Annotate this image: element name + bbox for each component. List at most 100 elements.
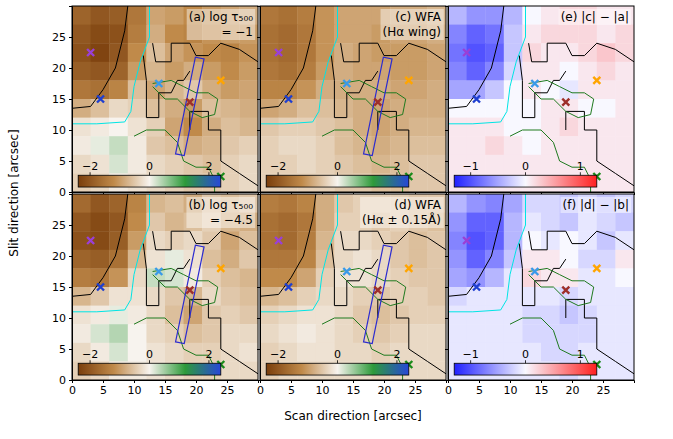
x-tick: 5 <box>476 380 483 397</box>
y-tick-mark <box>257 37 260 38</box>
cell <box>504 155 523 174</box>
contour <box>448 6 526 124</box>
cell <box>239 155 258 174</box>
cell <box>485 268 504 287</box>
y-tick-mark <box>69 99 72 100</box>
cell <box>353 287 372 306</box>
cell <box>448 136 467 155</box>
cell <box>597 173 616 192</box>
cell <box>165 25 184 44</box>
cell <box>504 118 523 137</box>
panel-title-line: = −1 <box>221 25 253 39</box>
cell <box>72 231 91 250</box>
x-tick-label: 0 <box>257 384 264 397</box>
cell <box>165 80 184 99</box>
y-tick: 0 <box>59 374 72 387</box>
x-tick-label: 10 <box>128 384 142 397</box>
marker <box>343 268 350 275</box>
cell <box>578 118 597 137</box>
y-axis: 0510152025 <box>52 195 73 388</box>
y-tick: 10 <box>52 124 72 137</box>
cell <box>146 250 165 269</box>
cell <box>239 306 258 325</box>
x-tick-mark <box>322 380 323 383</box>
y-axis: 0510152025 <box>52 7 73 200</box>
cell <box>541 99 560 118</box>
cell <box>184 80 203 99</box>
cell <box>334 287 353 306</box>
y-tick-mark <box>69 349 72 350</box>
cell <box>448 194 467 213</box>
cell <box>560 80 579 99</box>
contour <box>153 80 218 117</box>
cell <box>334 99 353 118</box>
cell <box>146 62 165 81</box>
cell <box>239 80 258 99</box>
cell <box>165 250 184 269</box>
cell <box>560 306 579 325</box>
contour <box>260 194 316 296</box>
cell <box>221 99 240 118</box>
marker <box>285 96 292 103</box>
y-tick <box>445 37 448 38</box>
cell <box>504 324 523 343</box>
axis-line <box>69 195 73 381</box>
y-tick: 20 <box>52 250 72 263</box>
cell <box>390 118 409 137</box>
cell <box>448 324 467 343</box>
cell <box>485 155 504 174</box>
cell <box>522 118 541 137</box>
x-tick-label: 10 <box>316 384 330 397</box>
cell <box>297 343 316 362</box>
cell <box>128 80 147 99</box>
cell <box>334 62 353 81</box>
x-tick-mark <box>572 380 573 383</box>
cell <box>109 343 128 362</box>
cell <box>390 136 409 155</box>
colorbar <box>78 175 221 187</box>
contour <box>378 299 446 373</box>
cell <box>165 155 184 174</box>
contour <box>72 194 150 312</box>
cell <box>109 62 128 81</box>
cell <box>221 324 240 343</box>
slit-box <box>176 245 205 343</box>
cell <box>279 250 298 269</box>
cell <box>522 287 541 306</box>
cell <box>239 287 258 306</box>
x-tick-mark <box>103 380 104 383</box>
cell <box>72 118 91 137</box>
x-tick-label: 20 <box>378 384 392 397</box>
cell <box>485 287 504 306</box>
cell <box>448 118 467 137</box>
panel-frame <box>72 194 258 380</box>
axis-line <box>257 7 261 193</box>
cell <box>91 6 110 25</box>
y-tick <box>445 256 448 257</box>
cell <box>615 136 634 155</box>
cell <box>221 306 240 325</box>
cell <box>239 250 258 269</box>
cell <box>578 324 597 343</box>
contour <box>72 6 150 124</box>
cell <box>390 155 409 174</box>
cell <box>165 343 184 362</box>
y-tick-mark <box>445 68 448 69</box>
cell <box>297 231 316 250</box>
contour <box>260 6 338 124</box>
cell <box>316 268 335 287</box>
cell <box>409 343 428 362</box>
cell <box>372 268 391 287</box>
cell <box>146 343 165 362</box>
panel-title-line: (b) log τ₅₀₀ <box>188 198 253 212</box>
colorbar-tick-label: 0 <box>522 160 529 173</box>
x-tick-mark <box>603 380 604 383</box>
y-tick-mark <box>445 130 448 131</box>
cell <box>260 136 279 155</box>
cell <box>541 6 560 25</box>
y-tick-mark <box>69 161 72 162</box>
y-tick <box>445 349 448 350</box>
panel-title-line: (e) |c| − |a| <box>561 10 629 24</box>
marker <box>87 237 94 244</box>
cell <box>239 136 258 155</box>
